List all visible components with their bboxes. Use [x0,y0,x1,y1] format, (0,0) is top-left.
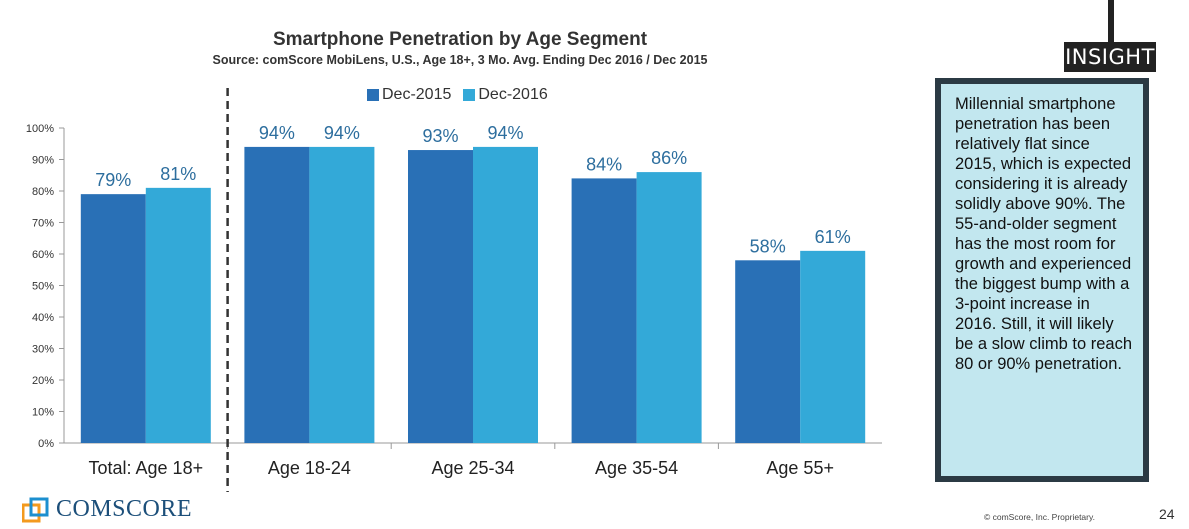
y-tick-label: 20% [32,375,54,387]
bar [81,194,146,443]
y-tick-label: 70% [32,218,54,230]
x-tick-label: Age 25-34 [431,458,514,478]
bar [309,147,374,443]
data-label: 58% [750,236,786,256]
y-tick-label: 80% [32,186,54,198]
y-tick-label: 30% [32,344,54,356]
bar [146,188,211,443]
y-tick-label: 40% [32,312,54,324]
bar [473,147,538,443]
y-tick-label: 60% [32,249,54,261]
bar-chart: 0% 10% 20% 30% 40% 50% 60% 70% 80% 90% 100% 79% 81% T… [0,0,930,495]
y-tick-label: 10% [32,407,54,419]
data-label: 61% [815,227,851,247]
x-tick-label: Total: Age 18+ [89,458,204,478]
comscore-logo-icon [22,497,50,523]
bar [637,172,702,443]
data-label: 86% [651,148,687,168]
copyright: © comScore, Inc. Proprietary. [984,512,1095,522]
data-label: 79% [95,170,131,190]
data-label: 93% [422,126,458,146]
y-tick-label: 90% [32,155,54,167]
data-label: 94% [487,123,523,143]
bar [735,260,800,443]
y-tick-label: 100% [26,123,54,135]
comscore-logo-text: COMSCORE [56,496,192,523]
data-label: 84% [586,154,622,174]
x-tick-label: Age 35-54 [595,458,678,478]
x-tick-label: Age 18-24 [268,458,351,478]
x-tick-label: Age 55+ [766,458,834,478]
data-label: 81% [160,164,196,184]
bar [408,150,473,443]
y-tick-label: 0% [38,438,54,450]
insight-box: Millennial smartphone penetration has be… [935,78,1149,482]
insight-text: Millennial smartphone penetration has be… [941,84,1143,476]
insight-tag: INSIGHT [1064,42,1156,72]
data-label: 94% [324,123,360,143]
y-tick-label: 50% [32,281,54,293]
insight-connector [1108,0,1114,42]
bar [800,251,865,443]
bar [244,147,309,443]
comscore-logo: COMSCORE [22,496,192,523]
page-number: 24 [1159,506,1175,522]
data-label: 94% [259,123,295,143]
bar [572,178,637,443]
